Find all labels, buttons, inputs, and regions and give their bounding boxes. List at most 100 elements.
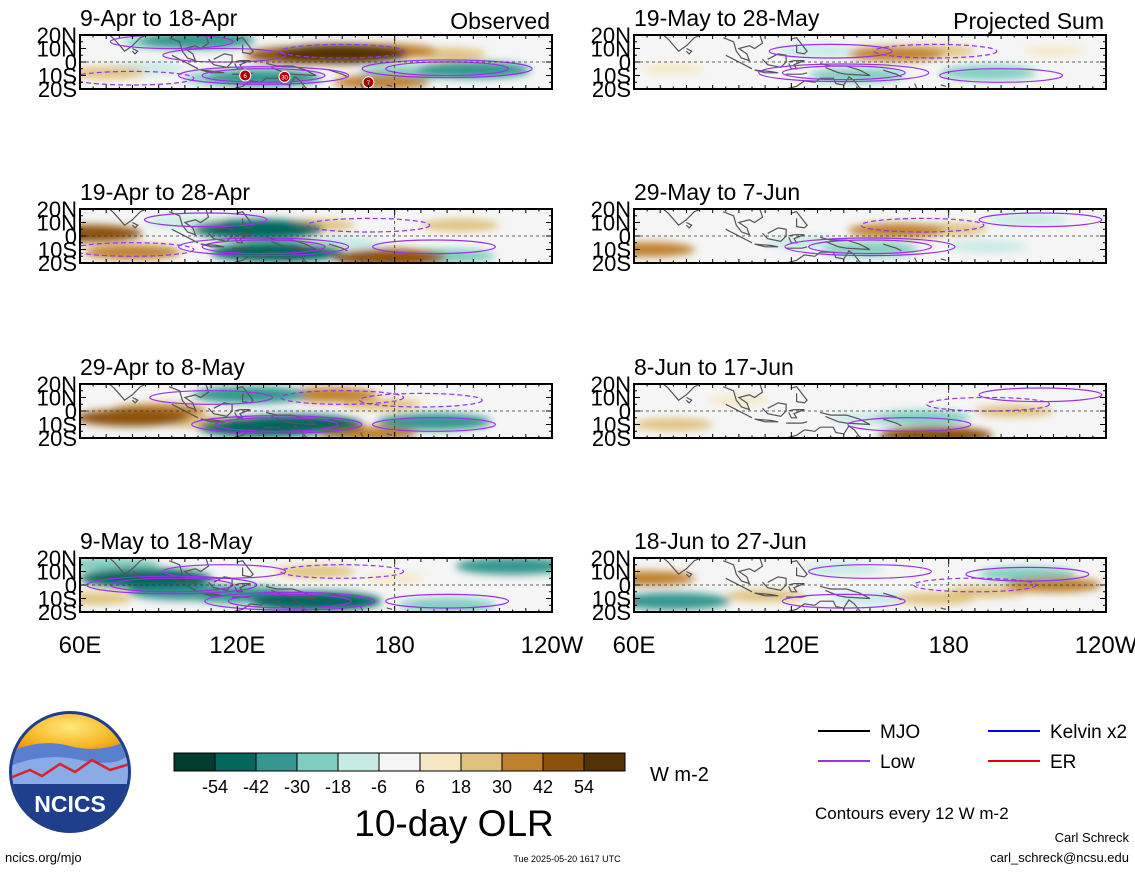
lon-tick-label: 120W xyxy=(1075,632,1135,659)
footer-author: Carl Schreck xyxy=(1055,830,1130,845)
olr-anomaly xyxy=(250,591,382,612)
olr-anomaly xyxy=(80,66,146,79)
lat-tick-label: 10S xyxy=(38,413,77,438)
low-contour xyxy=(372,239,497,255)
coastline xyxy=(649,209,718,226)
lat-tick-label: 10N xyxy=(37,211,77,236)
panel-title: 9-May to 18-May xyxy=(80,528,253,554)
olr-anomaly xyxy=(848,46,945,62)
coastline xyxy=(649,35,718,53)
colorbar-tick-label: 6 xyxy=(415,777,425,797)
lat-tick-label: 0 xyxy=(65,573,77,598)
coastline xyxy=(940,433,947,436)
low-contour xyxy=(109,35,234,50)
olr-anomaly xyxy=(634,242,696,257)
olr-anomaly xyxy=(80,224,143,242)
olr-anomaly xyxy=(398,597,496,612)
colorbar-tick-label: -54 xyxy=(202,777,228,797)
legend-item: ER xyxy=(988,752,1076,773)
coastline xyxy=(725,54,753,70)
lat-tick-label: 20N xyxy=(591,23,631,48)
coastline xyxy=(725,577,753,593)
coastline xyxy=(685,47,693,55)
low-contour xyxy=(280,390,405,405)
low-contour xyxy=(143,212,268,228)
coastline xyxy=(722,384,764,411)
panel-title: 29-Apr to 8-May xyxy=(80,354,245,380)
lat-tick-label: 20N xyxy=(37,23,77,48)
coastline xyxy=(386,258,393,261)
low-contour xyxy=(280,564,405,579)
low-contour xyxy=(358,392,483,408)
colorbar-swatch xyxy=(255,752,298,772)
lon-tick-label: 60E xyxy=(613,632,656,659)
lat-tick-label: 0 xyxy=(65,399,77,424)
low-contour xyxy=(306,217,431,233)
coastline xyxy=(788,234,805,244)
coastline xyxy=(200,418,225,423)
olr-anomaly xyxy=(896,592,975,605)
panel-title: 9-Apr to 18-Apr xyxy=(80,5,238,31)
coastline xyxy=(171,577,199,593)
coastline xyxy=(234,583,251,593)
low-contour xyxy=(978,387,1103,403)
coastline xyxy=(237,386,254,404)
footer-email: carl_schreck@ncsu.edu xyxy=(990,850,1129,865)
olr-anomaly xyxy=(878,426,993,438)
lat-tick-label: 20S xyxy=(592,251,631,276)
coastline xyxy=(386,433,393,436)
olr-anomaly xyxy=(987,213,1067,226)
coastline xyxy=(940,607,947,610)
coastline xyxy=(95,209,164,226)
low-contour xyxy=(758,63,930,83)
lat-tick-label: 0 xyxy=(619,573,631,598)
legend-label: Kelvin x2 xyxy=(1050,722,1127,743)
coastline xyxy=(820,425,864,438)
low-contour xyxy=(807,564,932,579)
lon-tick-label: 120W xyxy=(521,632,584,659)
lat-tick-label: 0 xyxy=(619,50,631,75)
coastline xyxy=(649,384,718,401)
coastline xyxy=(386,607,393,610)
storm-label: 30 xyxy=(281,75,288,81)
low-contour xyxy=(177,66,350,85)
low-contour xyxy=(847,417,972,432)
coastline xyxy=(266,425,310,438)
low-contour xyxy=(214,417,339,432)
coastline xyxy=(786,421,808,424)
olr-anomaly xyxy=(280,387,378,403)
section-label: Projected Sum xyxy=(953,8,1104,34)
coastline xyxy=(131,570,139,578)
low-contour xyxy=(191,415,363,434)
legend-label: Low xyxy=(880,752,915,773)
coastline xyxy=(171,228,199,244)
olr-anomaly xyxy=(848,223,945,238)
coastline xyxy=(131,396,139,404)
colorbar-swatch xyxy=(501,752,544,772)
colorbar-swatch xyxy=(378,752,421,772)
coastline xyxy=(722,35,764,62)
olr-anomaly xyxy=(996,392,1058,403)
lat-tick-label: 20N xyxy=(591,372,631,397)
lat-tick-label: 20N xyxy=(37,372,77,397)
olr-anomaly xyxy=(804,562,884,575)
coastline xyxy=(250,600,267,606)
lat-tick-label: 10N xyxy=(591,37,631,62)
coastline xyxy=(328,69,348,78)
lat-tick-label: 10S xyxy=(592,413,631,438)
lat-tick-label: 10S xyxy=(38,238,77,263)
coastline xyxy=(791,560,808,578)
coastline xyxy=(754,418,779,423)
coastline xyxy=(754,592,779,597)
coastline xyxy=(791,386,808,404)
colorbar-swatch xyxy=(337,752,380,772)
lon-tick-label: 120E xyxy=(209,632,265,659)
coastline xyxy=(820,585,871,600)
olr-anomaly xyxy=(420,219,500,232)
legend-label: ER xyxy=(1050,752,1076,773)
panel-title: 18-Jun to 27-Jun xyxy=(634,528,807,554)
low-contour xyxy=(781,65,906,81)
